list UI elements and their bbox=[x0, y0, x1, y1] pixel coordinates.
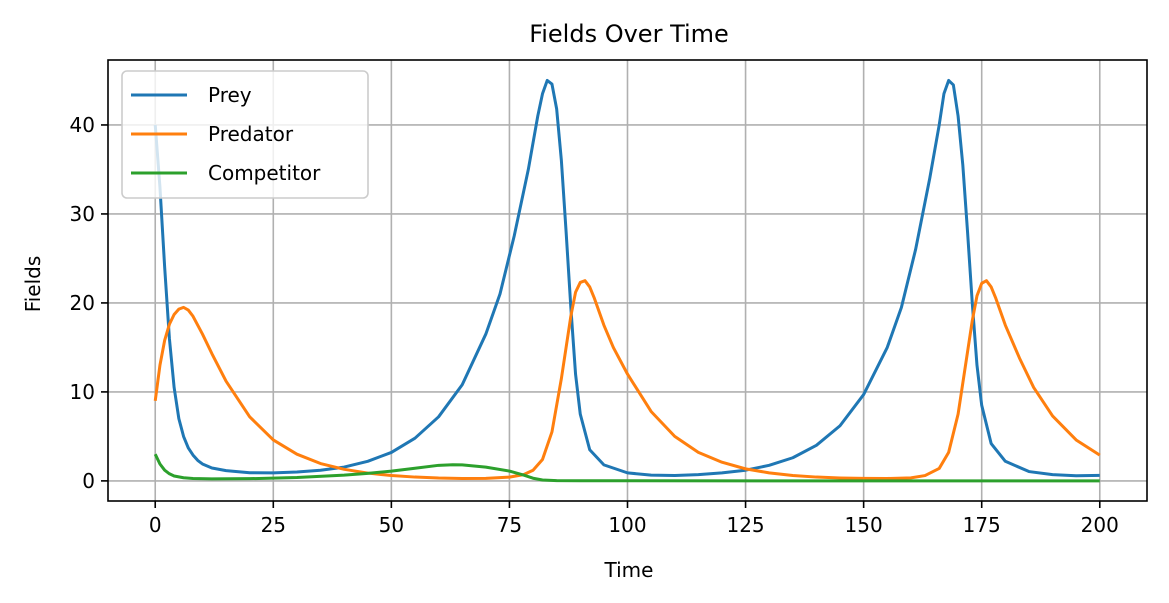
series-line-prey bbox=[153, 78, 1100, 478]
axis-ticks: 0 25 50 75 100 125 150 175 200 0 10 20 30 40 bbox=[70, 113, 1119, 537]
x-tick-label: 0 bbox=[149, 513, 162, 537]
x-tick-label: 200 bbox=[1081, 513, 1119, 537]
series-line-competitor bbox=[153, 453, 1100, 483]
x-tick-label: 100 bbox=[608, 513, 646, 537]
x-tick-label: 75 bbox=[497, 513, 522, 537]
y-axis-label: Fields bbox=[21, 256, 45, 313]
series-line-predator bbox=[153, 279, 1101, 480]
legend: Prey Predator Competitor bbox=[121, 70, 369, 199]
x-tick-label: 150 bbox=[845, 513, 883, 537]
x-tick-label: 175 bbox=[963, 513, 1001, 537]
y-tick-label: 30 bbox=[70, 202, 95, 226]
y-tick-label: 10 bbox=[70, 380, 95, 404]
x-tick-label: 25 bbox=[261, 513, 286, 537]
x-tick-label: 125 bbox=[726, 513, 764, 537]
chart-title: Fields Over Time bbox=[529, 20, 729, 48]
legend-box bbox=[121, 70, 369, 199]
series-lines bbox=[153, 78, 1101, 483]
legend-label-competitor: Competitor bbox=[208, 161, 321, 185]
x-axis-label: Time bbox=[604, 558, 654, 582]
legend-label-predator: Predator bbox=[208, 122, 294, 146]
y-tick-label: 40 bbox=[70, 113, 95, 137]
x-tick-label: 50 bbox=[379, 513, 404, 537]
y-tick-label: 0 bbox=[82, 469, 95, 493]
legend-label-prey: Prey bbox=[208, 83, 252, 107]
y-tick-label: 20 bbox=[70, 291, 95, 315]
